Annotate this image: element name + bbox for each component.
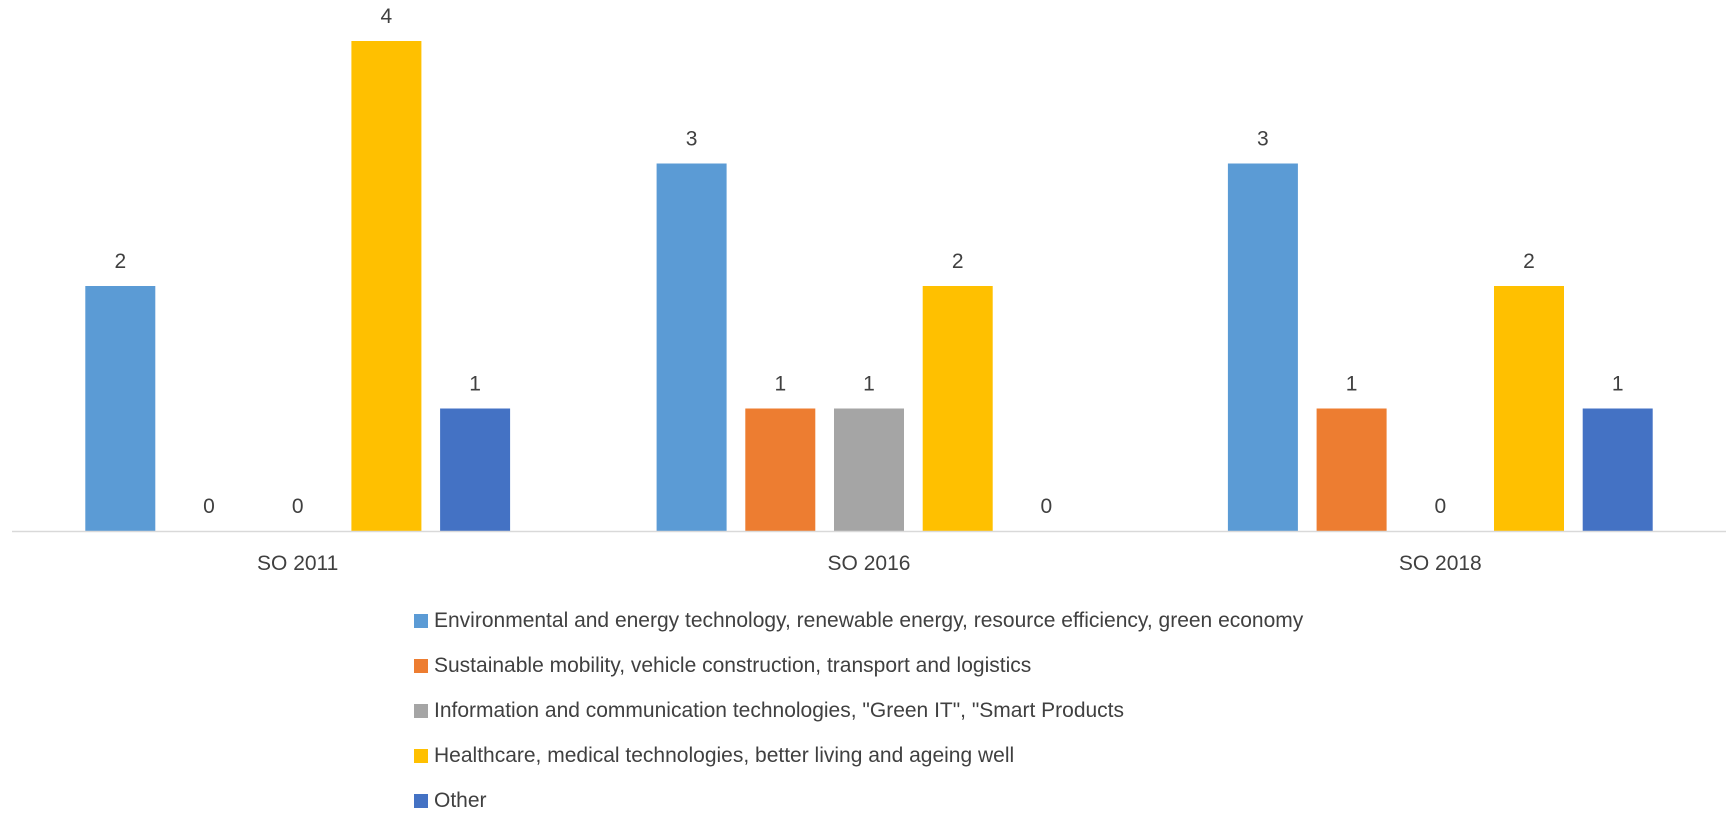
bar-1-4: [351, 41, 422, 531]
data-label-3-2: 1: [1346, 373, 1358, 396]
legend-label: Other: [434, 788, 487, 812]
chart-container: 2 0 0 4 1 SO 2011 3 1 1 2 0 SO 2016 3 1 0 2 1 SO 2018 Env…: [12, 5, 1726, 812]
legend-label: Sustainable mobility, vehicle constructi…: [434, 653, 1032, 677]
bar-2-3: [834, 408, 904, 531]
data-label-1-5: 1: [469, 373, 481, 396]
data-label-3-5: 1: [1612, 373, 1624, 396]
data-label-1-4: 4: [381, 5, 393, 28]
category-label-1: SO 2011: [257, 552, 338, 575]
bar-1-1: [85, 286, 156, 531]
data-label-1-3: 0: [292, 495, 304, 518]
bar-3-5: [1582, 408, 1653, 531]
legend-item-4: Healthcare, medical technologies, better…: [414, 733, 1514, 778]
legend: Environmental and energy technology, ren…: [414, 598, 1514, 823]
data-label-3-4: 2: [1523, 250, 1535, 273]
legend-item-1: Environmental and energy technology, ren…: [414, 598, 1514, 643]
legend-swatch: [414, 703, 428, 718]
data-label-1-1: 2: [114, 250, 126, 273]
category-label-2: SO 2016: [828, 552, 911, 575]
legend-item-5: Other: [414, 778, 1514, 823]
legend-label: Environmental and energy technology, ren…: [434, 608, 1304, 632]
category-label-3: SO 2018: [1399, 552, 1482, 575]
data-label-2-1: 3: [686, 128, 698, 151]
bar-2-4: [922, 286, 993, 531]
bar-2-1: [656, 163, 727, 531]
data-label-2-3: 1: [863, 373, 875, 396]
data-label-2-4: 2: [952, 250, 964, 273]
bar-3-4: [1494, 286, 1564, 531]
bar-2-2: [745, 408, 816, 531]
data-label-2-5: 0: [1041, 495, 1053, 518]
legend-swatch: [414, 793, 428, 808]
legend-item-3: Information and communication technologi…: [414, 688, 1514, 733]
data-label-2-2: 1: [774, 373, 786, 396]
legend-swatch: [414, 613, 428, 628]
data-label-3-1: 3: [1257, 128, 1269, 151]
data-label-3-3: 0: [1434, 495, 1446, 518]
legend-swatch: [414, 658, 428, 673]
bar-1-5: [440, 408, 511, 531]
legend-item-2: Sustainable mobility, vehicle constructi…: [414, 643, 1514, 688]
bar-3-1: [1227, 163, 1298, 531]
bar-chart: 2 0 0 4 1 SO 2011 3 1 1 2 0 SO 2016 3 1 0 2 1 SO 2018: [12, 5, 1726, 575]
data-label-1-2: 0: [203, 495, 215, 518]
legend-swatch: [414, 748, 428, 763]
legend-label: Information and communication technologi…: [434, 698, 1125, 722]
legend-label: Healthcare, medical technologies, better…: [434, 743, 1015, 767]
bar-3-2: [1316, 408, 1387, 531]
